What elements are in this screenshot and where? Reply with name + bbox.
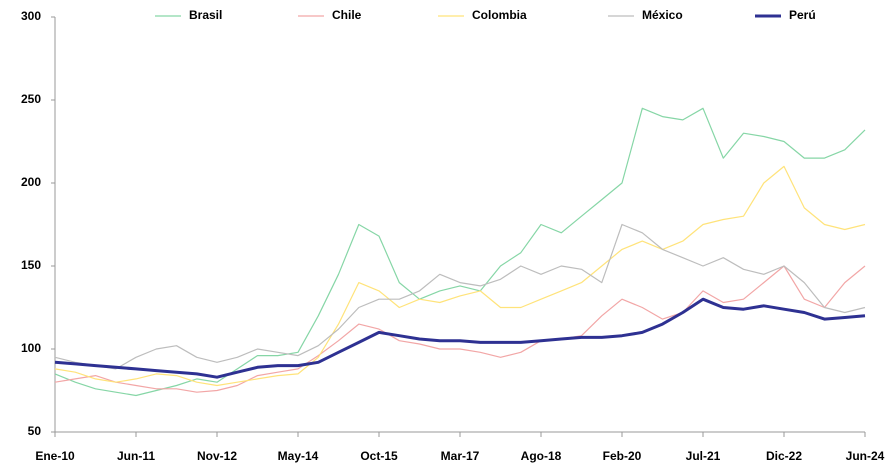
x-tick-label: Jun-11 xyxy=(117,449,155,463)
x-tick-label: Jul-21 xyxy=(686,449,721,463)
series-line xyxy=(54,223,866,370)
legend-label: México xyxy=(642,8,683,22)
legend-label: Chile xyxy=(332,8,362,22)
legend-label: Colombia xyxy=(472,8,527,22)
y-tick-label: 250 xyxy=(21,92,41,106)
series-line xyxy=(54,107,866,397)
x-tick-label: Jun-24 xyxy=(846,449,885,463)
x-tick-label: Oct-15 xyxy=(360,449,398,463)
x-tick-label: Nov-12 xyxy=(197,449,237,463)
legend-label: Perú xyxy=(789,8,816,22)
y-tick-label: 50 xyxy=(28,424,42,438)
x-tick-label: Ene-10 xyxy=(35,449,75,463)
series-line xyxy=(54,265,866,393)
x-tick-label: Feb-20 xyxy=(603,449,642,463)
legend-label: Brasil xyxy=(189,8,222,22)
x-tick-label: May-14 xyxy=(278,449,319,463)
series-line xyxy=(54,297,866,379)
x-tick-label: Dic-22 xyxy=(766,449,802,463)
x-tick-label: Ago-18 xyxy=(521,449,562,463)
y-tick-label: 150 xyxy=(21,258,41,272)
x-tick-label: Mar-17 xyxy=(441,449,480,463)
series-line xyxy=(54,165,866,387)
y-tick-label: 200 xyxy=(21,175,41,189)
y-tick-label: 300 xyxy=(21,9,41,23)
y-tick-label: 100 xyxy=(21,341,41,355)
